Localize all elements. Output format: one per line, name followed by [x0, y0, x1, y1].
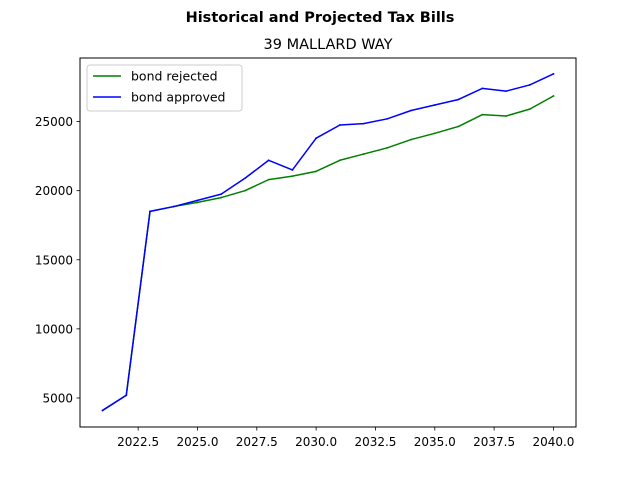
data-point-bond-approved — [386, 117, 389, 120]
data-point-bond-approved — [267, 159, 270, 162]
data-point-bond-rejected — [220, 196, 223, 199]
data-point-bond-rejected — [338, 159, 341, 162]
data-point-bond-approved — [338, 124, 341, 126]
data-point-bond-approved — [410, 109, 412, 112]
x-axis: 2022.5 2025.0 2027.5 2030.0 2032.5 2035.0 2037… — [117, 427, 574, 449]
plot-area: 2022.5 2025.0 2027.5 2030.0 2032.5 2035.0 2037… — [35, 57, 577, 449]
data-point-bond-rejected — [386, 146, 389, 149]
x-tick-label: 2022.5 — [117, 435, 159, 449]
data-point-bond-approved — [505, 90, 507, 93]
x-tick-label: 2027.5 — [236, 435, 278, 449]
series-layer — [101, 72, 555, 412]
data-point-bond-approved — [433, 104, 436, 106]
data-point-bond-approved — [172, 205, 175, 208]
figure-suptitle: Historical and Projected Tax Bills — [186, 10, 455, 26]
data-point-bond-rejected — [196, 201, 199, 204]
x-tick-label: 2035.0 — [414, 435, 456, 449]
data-point-bond-rejected — [528, 108, 531, 111]
data-point-bond-approved — [362, 122, 365, 125]
y-tick-label: 5000 — [42, 391, 73, 405]
data-point-bond-approved — [220, 193, 223, 196]
data-point-bond-rejected — [552, 95, 555, 97]
x-tick-label: 2025.0 — [176, 435, 218, 449]
data-point-bond-approved — [101, 409, 104, 412]
data-point-bond-rejected — [267, 178, 270, 181]
data-point-bond-approved — [481, 87, 484, 90]
data-point-bond-approved — [457, 98, 460, 101]
data-point-bond-rejected — [457, 125, 460, 128]
axes-frame — [79, 57, 577, 428]
legend-label-bond-approved: bond approved — [131, 90, 225, 105]
y-tick-label: 15000 — [35, 253, 73, 267]
data-point-bond-rejected — [244, 189, 246, 192]
series-line-bond-approved — [101, 72, 555, 412]
data-point-bond-rejected — [481, 113, 484, 116]
data-point-bond-rejected — [291, 175, 294, 178]
data-point-bond-approved — [315, 137, 318, 140]
x-tick-label: 2030.0 — [295, 435, 337, 449]
data-point-bond-rejected — [433, 132, 436, 135]
data-point-bond-approved — [528, 84, 531, 86]
data-point-bond-rejected — [362, 153, 365, 155]
y-tick-label: 25000 — [35, 115, 73, 129]
legend: bond rejected bond approved — [86, 64, 243, 112]
data-point-bond-approved — [552, 72, 555, 75]
axes-title: 39 MALLARD WAY — [264, 37, 393, 53]
x-tick-label: 2037.5 — [473, 435, 515, 449]
data-point-bond-rejected — [505, 115, 507, 117]
legend-label-bond-rejected: bond rejected — [131, 69, 218, 84]
y-tick-label: 10000 — [35, 322, 73, 336]
x-tick-label: 2040.0 — [532, 435, 574, 449]
data-point-bond-approved — [196, 199, 199, 202]
data-point-bond-rejected — [410, 138, 412, 141]
x-tick-label: 2032.5 — [354, 435, 396, 449]
y-axis: 5000 10000 15000 20000 25000 — [35, 115, 80, 405]
data-point-bond-approved — [291, 169, 294, 171]
data-point-bond-approved — [125, 394, 128, 397]
data-point-bond-approved — [149, 210, 151, 213]
data-point-bond-rejected — [315, 170, 318, 173]
legend-frame — [86, 64, 243, 112]
data-point-bond-approved — [244, 177, 246, 180]
y-tick-label: 20000 — [35, 184, 73, 198]
